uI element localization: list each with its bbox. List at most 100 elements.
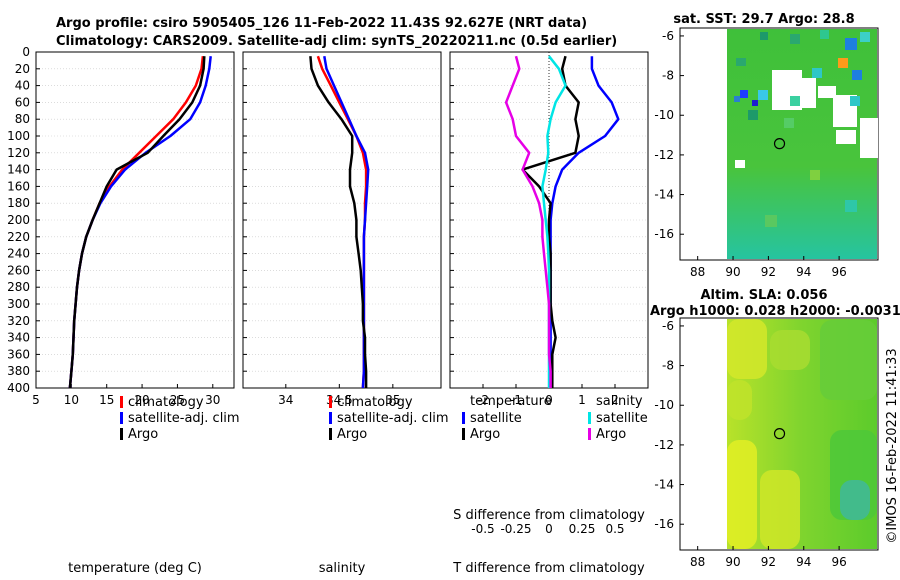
legend-swatch-satellite <box>329 412 332 424</box>
depth-tick-label: 220 <box>7 230 30 244</box>
map-x-tick-label: 94 <box>796 265 811 279</box>
depth-tick-label: 380 <box>7 364 30 378</box>
sst-cell <box>852 70 862 80</box>
map-y-tick-label: -10 <box>654 398 674 412</box>
map-x-tick-label: 90 <box>725 265 740 279</box>
s-tick-label: 0 <box>545 522 553 536</box>
argo-location-marker <box>773 428 786 440</box>
sst-cell <box>760 32 768 40</box>
legend-swatch-argo <box>120 428 123 440</box>
depth-tick-label: 360 <box>7 347 30 361</box>
temperature-legend: climatology satellite-adj. clim Argo <box>120 395 240 442</box>
map-y-tick-label: -12 <box>654 148 674 162</box>
series-line-argo <box>68 56 206 388</box>
depth-tick-label: 300 <box>7 297 30 311</box>
map-x-tick-label: 96 <box>831 555 846 569</box>
map-x-tick-label: 92 <box>761 555 776 569</box>
sla-cell <box>760 470 800 549</box>
series-line-argo <box>309 56 368 388</box>
series-line-t-argo <box>521 55 580 388</box>
x-tick-label: 25 <box>170 393 185 407</box>
sla-cell <box>727 319 767 379</box>
s-tick-label: 0.25 <box>569 522 596 536</box>
legend-swatch-s-satellite <box>588 412 591 424</box>
legend-swatch-climatology <box>329 396 332 408</box>
map-y-tick-label: -16 <box>654 517 674 531</box>
sst-cell <box>784 118 794 128</box>
map-y-tick-label: -12 <box>654 438 674 452</box>
sst-cell <box>736 58 746 66</box>
sst-cell <box>758 90 768 100</box>
legend-swatch-climatology <box>120 396 123 408</box>
sst-cell <box>845 200 857 212</box>
depth-tick-label: 140 <box>7 163 30 177</box>
depth-tick-label: 0 <box>22 45 30 59</box>
legend-label-argo: Argo <box>337 427 367 442</box>
x-tick-label: 20 <box>134 393 149 407</box>
map-x-tick-label: 88 <box>690 265 705 279</box>
sla-map <box>679 317 879 551</box>
t-difference-xlabel: T difference from climatology <box>452 561 645 576</box>
salinity-legend: climatology satellite-adj. clim Argo <box>329 395 449 442</box>
x-tick-label: 15 <box>99 393 114 407</box>
depth-tick-label: 400 <box>7 381 30 395</box>
legend-swatch-s-argo <box>588 428 591 440</box>
legend-title-temperature: temperature <box>470 394 552 409</box>
sla-map-title1: Altim. SLA: 0.056 <box>701 288 828 303</box>
depth-tick-label: 320 <box>7 314 30 328</box>
x-tick-label: 10 <box>64 393 79 407</box>
series-line-s-argo <box>504 55 552 388</box>
depth-tick-label: 80 <box>15 112 30 126</box>
depth-tick-label: 280 <box>7 280 30 294</box>
figure-title-line1: Argo profile: csiro 5905405_126 11-Feb-2… <box>56 16 587 31</box>
sst-missing-cell <box>800 78 816 108</box>
s-tick-label: -0.25 <box>500 522 531 536</box>
depth-tick-label: 20 <box>15 62 30 76</box>
x-tick-label: 35 <box>385 393 400 407</box>
depth-tick-label: 160 <box>7 179 30 193</box>
legend-label-s-argo: Argo <box>596 427 626 442</box>
depth-tick-label: 240 <box>7 247 30 261</box>
sst-cell <box>845 38 857 50</box>
depth-tick-label: 180 <box>7 196 30 210</box>
x-tick-label: 34.5 <box>326 393 353 407</box>
argo-location-marker <box>773 138 786 150</box>
legend-swatch-t-argo <box>462 428 465 440</box>
series-line-t-satellite <box>549 56 620 388</box>
sst-cell <box>790 96 800 106</box>
map-x-tick-label: 94 <box>796 555 811 569</box>
map-x-tick-label: 90 <box>725 555 740 569</box>
x-tick-label: -2 <box>477 393 489 407</box>
legend-label-t-argo: Argo <box>470 427 500 442</box>
sla-cell <box>820 320 877 400</box>
sst-cell <box>812 68 822 78</box>
depth-tick-label: 40 <box>15 79 30 93</box>
sst-missing-cell <box>818 86 836 98</box>
sst-cell <box>838 58 848 68</box>
map-y-tick-label: -6 <box>662 319 674 333</box>
sst-cell <box>860 32 870 42</box>
legend-label-argo: Argo <box>128 427 158 442</box>
sst-cell <box>734 96 740 102</box>
legend-label-climatology: climatology <box>128 395 204 410</box>
sla-cell <box>727 440 757 549</box>
s-tick-label: 0.5 <box>605 522 624 536</box>
map-y-tick-label: -6 <box>662 29 674 43</box>
x-tick-label: 5 <box>32 393 40 407</box>
legend-swatch-t-satellite <box>462 412 465 424</box>
sst-cell <box>752 100 758 106</box>
map-y-tick-label: -14 <box>654 478 674 492</box>
sst-cell <box>810 170 820 180</box>
legend-swatch-argo <box>329 428 332 440</box>
s-difference-xlabel: S difference from climatology <box>453 508 645 523</box>
sla-map-title2: Argo h1000: 0.028 h2000: -0.0031 <box>650 304 900 319</box>
legend-label-satellite: satellite-adj. clim <box>337 411 449 426</box>
sst-cell <box>765 215 777 227</box>
sla-cell <box>840 480 870 520</box>
sst-missing-cell <box>735 160 745 168</box>
difference-legend: temperature satellite Argo salinity sate… <box>462 394 648 442</box>
x-tick-label: 0 <box>545 393 553 407</box>
x-tick-label: 1 <box>578 393 586 407</box>
sst-cell <box>820 30 829 39</box>
map-y-tick-label: -8 <box>662 359 674 373</box>
